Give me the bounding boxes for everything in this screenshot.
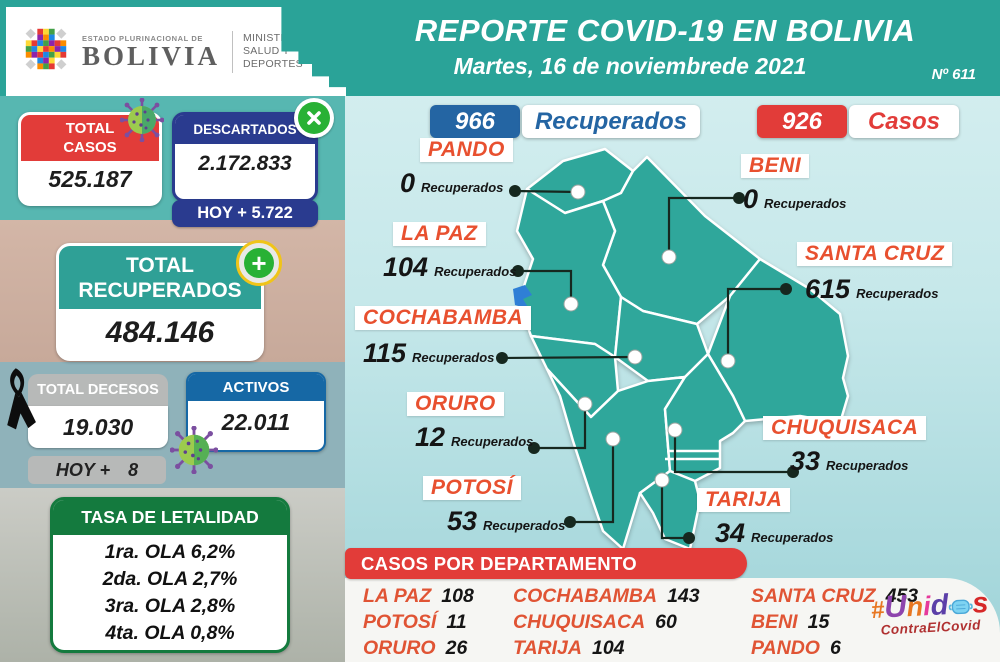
dept-label-oruro: ORURO — [407, 392, 504, 416]
dept-label-tarija: TARIJA — [697, 488, 791, 512]
green-x-icon — [294, 98, 334, 138]
lethality-rate-card: TASA DE LETALIDAD 1ra. OLA 6,2% 2da. OLA… — [50, 497, 290, 653]
logo-divider — [232, 30, 233, 73]
lethality-row: 4ta. OLA 0,8% — [105, 622, 235, 644]
bolivia-wordmark: BOLIVIA — [82, 40, 221, 71]
discarded-header: DESCARTADOS — [175, 115, 315, 144]
dept-recovered-cochabamba: 115 Recuperados — [363, 338, 495, 368]
cases-by-department-title: CASOS POR DEPARTAMENTO — [345, 548, 747, 579]
active-cases-header: ACTIVOS — [188, 374, 324, 401]
daily-cases-label: Casos — [849, 105, 959, 138]
dept-label-potosi: POTOSÍ — [423, 476, 521, 500]
dept-recovered-santa-cruz: 615 Recuperados — [805, 274, 939, 304]
map-region-la-paz — [515, 187, 623, 359]
lake-titicaca-icon — [513, 285, 532, 309]
logo-text: ESTADO PLURINACIONAL DE BOLIVIA — [82, 34, 220, 70]
table-cell: SANTA CRUZ 453 — [751, 585, 919, 607]
daily-cases-count: 926 — [757, 105, 847, 138]
green-plus-icon: + — [236, 240, 282, 286]
cases-by-department-table: LA PAZ 108 COCHABAMBA 143 SANTA CRUZ 453 PO… — [363, 585, 983, 660]
table-cell: TARIJA 104 — [513, 637, 625, 659]
bolivia-map — [496, 147, 850, 551]
lethality-rate-header: TASA DE LETALIDAD — [53, 500, 287, 535]
total-deaths-header: TOTAL DECESOS — [28, 374, 168, 406]
callout-lines — [501, 189, 793, 540]
total-recovered-header: TOTAL RECUPERADOS — [59, 246, 261, 310]
lethality-row: 3ra. OLA 2,8% — [104, 595, 236, 617]
dept-recovered-oruro: 12 Recuperados — [415, 422, 534, 452]
total-deaths-value: 19.030 — [28, 406, 168, 448]
report-number: Nº 611 — [931, 66, 976, 83]
table-cell: LA PAZ 108 — [363, 585, 474, 607]
table-cell: POTOSÍ 11 — [363, 611, 467, 633]
report-date: Martes, 16 de noviembrede 2021 — [453, 53, 807, 79]
dept-recovered-pando: 0 Recuperados — [400, 168, 504, 198]
virus-icon — [119, 97, 165, 147]
virus-icon — [169, 425, 219, 479]
table-cell: PANDO 6 — [751, 637, 841, 659]
lethality-rate-body: 1ra. OLA 6,2% 2da. OLA 2,7% 3ra. OLA 2,8… — [53, 535, 287, 647]
dept-label-pando: PANDO — [420, 138, 513, 162]
deaths-today-pill: HOY + 8 — [28, 456, 166, 484]
dept-label-beni: BENI — [741, 154, 810, 178]
dept-recovered-chuquisaca: 33 Recuperados — [790, 446, 909, 476]
callout-label-dots — [496, 185, 799, 544]
table-cell: COCHABAMBA 143 — [513, 585, 700, 607]
active-cases-value: 22.011 — [221, 409, 291, 435]
map-panel: 966 Recuperados 926 Casos — [345, 96, 1000, 662]
callout-map-dots — [563, 184, 736, 488]
daily-recovered-count: 966 — [430, 105, 520, 138]
dept-recovered-tarija: 34 Recuperados — [715, 518, 834, 548]
total-cases-header: TOTAL CASOS — [21, 115, 159, 161]
dept-label-chuquisaca: CHUQUISACA — [763, 416, 927, 440]
dept-label-la-paz: LA PAZ — [393, 222, 486, 246]
dept-label-santa-cruz: SANTA CRUZ — [797, 242, 953, 266]
discarded-today-pill: HOY + 5.722 — [172, 200, 318, 227]
dept-recovered-potosi: 53 Recuperados — [447, 506, 566, 536]
dept-label-cochabamba: COCHABAMBA — [355, 306, 532, 330]
total-recovered-card: TOTAL RECUPERADOS 484.146 — [56, 243, 264, 361]
active-cases-card: ACTIVOS 22.011 — [186, 372, 326, 452]
table-cell: ORURO 26 — [363, 637, 468, 659]
face-mask-icon — [948, 589, 974, 620]
unidos-contra-el-covid-logo: #Unid s ContraElCovid — [849, 586, 1000, 639]
daily-recovered-label: Recuperados — [522, 105, 700, 138]
dept-recovered-la-paz: 104 Recuperados — [383, 252, 517, 282]
lethality-row: 2da. OLA 2,7% — [102, 568, 238, 590]
mourning-ribbon-icon — [0, 366, 38, 437]
total-recovered-value: 484.146 — [105, 316, 215, 350]
lethality-row: 1ra. OLA 6,2% — [104, 541, 236, 563]
cases-table-panel — [345, 578, 1000, 662]
table-cell: CHUQUISACA 60 — [513, 611, 677, 633]
dept-recovered-beni: 0 Recuperados — [743, 184, 847, 214]
unidos-wordmark: #Unid s — [870, 586, 990, 625]
page-title: REPORTE COVID-19 EN BOLIVIA — [414, 13, 916, 48]
estado-label: ESTADO PLURINACIONAL DE — [82, 33, 204, 43]
bolivia-state-emblem-icon — [20, 23, 72, 80]
total-cases-value: 525.187 — [48, 166, 132, 192]
table-cell: BENI 15 — [751, 611, 830, 633]
discarded-value: 2.172.833 — [198, 152, 292, 175]
